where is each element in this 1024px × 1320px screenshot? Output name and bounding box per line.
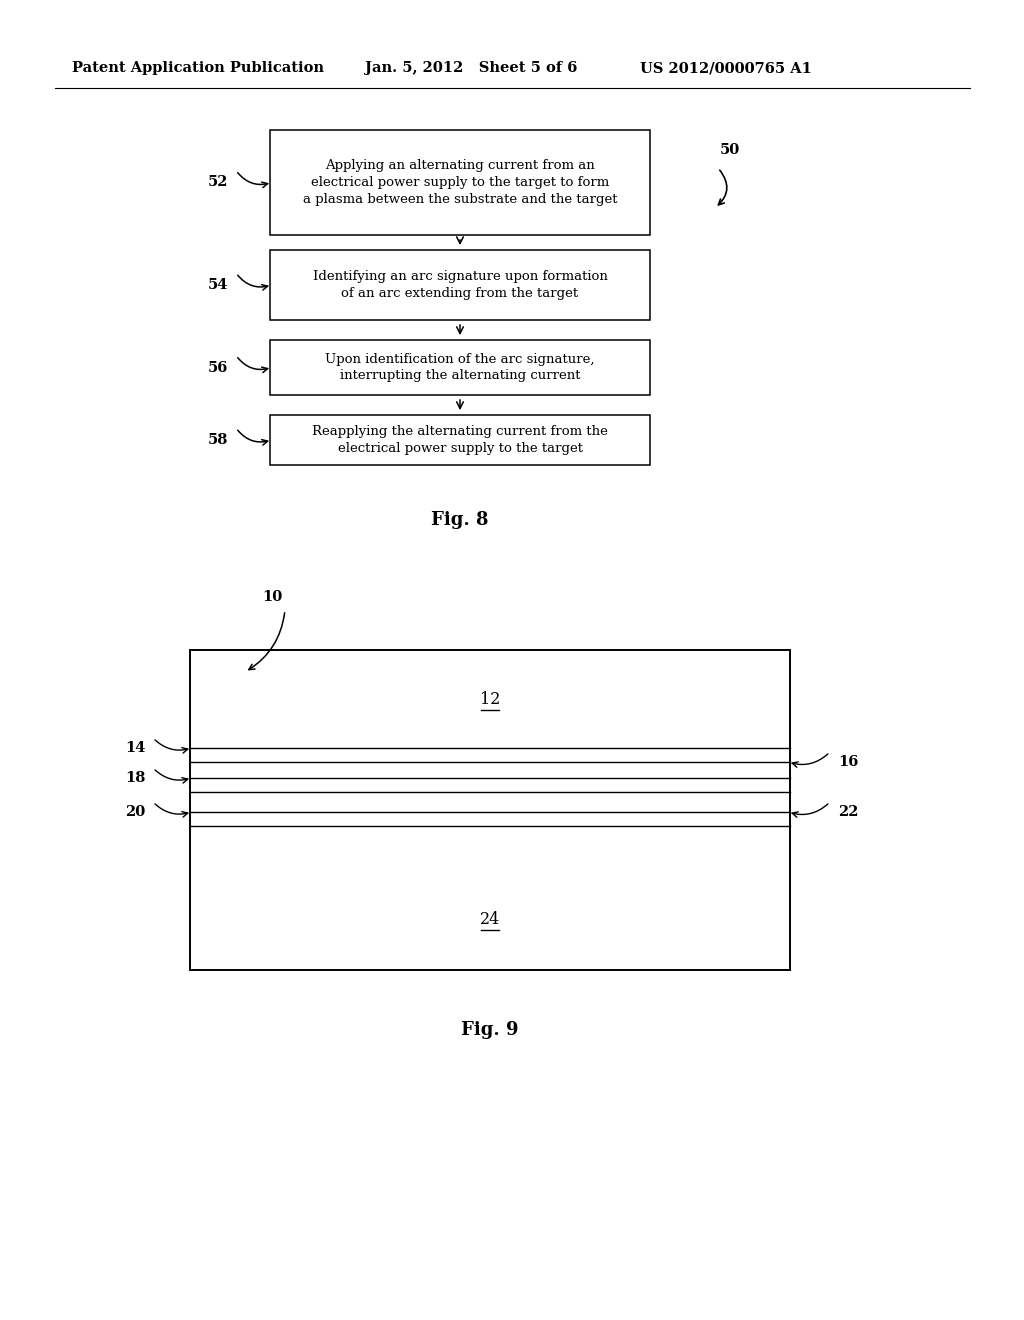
Text: 52: 52	[208, 176, 228, 190]
Text: Upon identification of the arc signature,
interrupting the alternating current: Upon identification of the arc signature…	[326, 352, 595, 383]
Text: US 2012/0000765 A1: US 2012/0000765 A1	[640, 61, 812, 75]
Text: 54: 54	[208, 279, 228, 292]
Text: 56: 56	[208, 360, 228, 375]
Text: 18: 18	[125, 771, 145, 785]
Text: Fig. 8: Fig. 8	[431, 511, 488, 529]
Text: 22: 22	[838, 805, 858, 818]
Text: Jan. 5, 2012   Sheet 5 of 6: Jan. 5, 2012 Sheet 5 of 6	[365, 61, 578, 75]
Bar	[270, 341, 650, 395]
Text: Identifying an arc signature upon formation
of an arc extending from the target: Identifying an arc signature upon format…	[312, 271, 607, 300]
Text: 50: 50	[720, 143, 740, 157]
Text: Reapplying the alternating current from the
electrical power supply to the targe: Reapplying the alternating current from …	[312, 425, 608, 455]
Bar	[270, 414, 650, 465]
Text: 20: 20	[125, 805, 145, 818]
Text: 12: 12	[480, 692, 500, 709]
Bar	[190, 649, 790, 970]
Text: Fig. 9: Fig. 9	[461, 1020, 519, 1039]
Text: 10: 10	[262, 590, 283, 605]
Text: 24: 24	[480, 912, 500, 928]
Bar	[270, 129, 650, 235]
Text: Applying an alternating current from an
electrical power supply to the target to: Applying an alternating current from an …	[303, 158, 617, 206]
Bar	[270, 249, 650, 319]
Text: Patent Application Publication: Patent Application Publication	[72, 61, 324, 75]
Text: 16: 16	[838, 755, 858, 770]
Text: 58: 58	[208, 433, 228, 447]
Text: 14: 14	[125, 741, 145, 755]
